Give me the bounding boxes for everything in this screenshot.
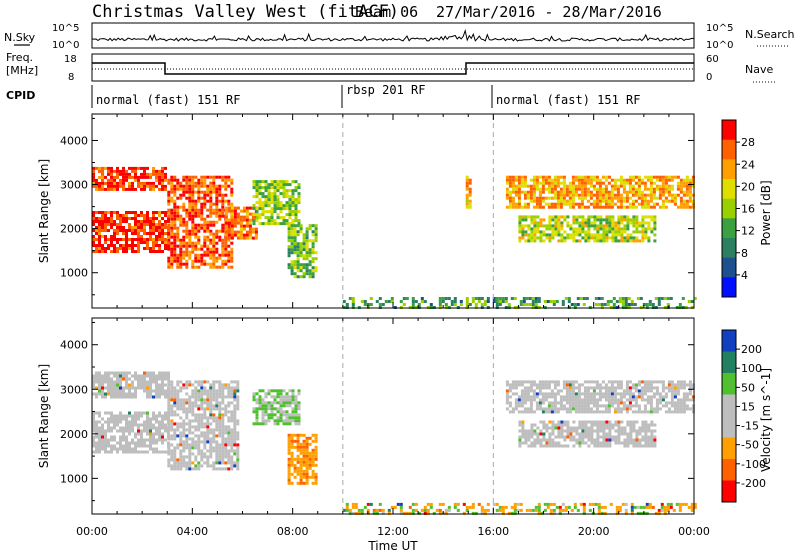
nave-tick-top: 60: [706, 54, 719, 65]
velocity-ytick-label-4000: 4000: [60, 339, 88, 352]
power-ytick-label-3000: 3000: [60, 179, 88, 192]
velocity-colorbar-band-2: [722, 351, 736, 374]
velocity-region-6: [505, 380, 695, 414]
power-colorbar-label: Power [dB]: [759, 180, 773, 245]
power-colorbar-band-6: [722, 218, 736, 239]
power-region-6: [287, 224, 318, 279]
date-range: 27/Mar/2016 - 28/Mar/2016: [436, 3, 662, 21]
velocity-ytick-label-2000: 2000: [60, 428, 88, 441]
velocity-colorbar-band-8: [722, 480, 736, 503]
power-region-8: [505, 175, 695, 209]
power-colorbar-label-2: 24: [741, 158, 755, 171]
velocity-region-1: [92, 371, 170, 399]
velocity-colorbar-band-7: [722, 459, 736, 481]
power-region-4: [224, 206, 258, 240]
power-colorbar-label-6: 8: [741, 247, 748, 260]
velocity-colorbar-label-7: -100: [741, 458, 766, 471]
power-colorbar-band-1: [722, 120, 736, 141]
plot-title: Christmas Valley West (fitACF): [92, 2, 399, 22]
nave-tick-bottom: 0: [706, 72, 712, 83]
power-ytick-label-4000: 4000: [60, 134, 88, 147]
freq-frame: [91, 53, 695, 82]
velocity-panel-frame: [91, 317, 695, 515]
velocity-region-2: [92, 411, 170, 454]
velocity-colorbar-label-6: -50: [741, 439, 759, 452]
velocity-colorbar-frame: [721, 329, 737, 503]
xtick-label-5: 20:00: [578, 525, 610, 538]
xtick-label-0: 00:00: [76, 525, 108, 538]
power-colorbar-label-4: 16: [741, 203, 755, 216]
velocity-region-5: [287, 433, 318, 485]
power-colorbar-label-1: 28: [741, 136, 755, 149]
freq-label: Freq.: [6, 51, 33, 64]
velocity-ytick-label-1000: 1000: [60, 472, 88, 485]
freq-tick-bottom: 8: [68, 72, 74, 83]
velocity-colorbar-band-3: [722, 373, 736, 395]
power-colorbar-band-7: [722, 238, 736, 259]
velocity-colorbar-label-4: 15: [741, 400, 755, 413]
velocity-colorbar-label-3: 50: [741, 381, 755, 394]
xtick-label-1: 04:00: [176, 525, 208, 538]
xtick-label-3: 12:00: [377, 525, 409, 538]
velocity-colorbar-label-1: 200: [741, 343, 762, 356]
nsky-frame: [91, 22, 695, 49]
velocity-colorbar-label-8: -200: [741, 477, 766, 490]
power-ytick-label-2000: 2000: [60, 223, 88, 236]
freq-unit: [MHz]: [6, 64, 38, 77]
velocity-heatmap: [92, 371, 697, 515]
velocity-colorbar-band-5: [722, 416, 736, 438]
nsky-label: N.Sky: [4, 31, 36, 44]
power-colorbar-band-3: [722, 159, 736, 180]
power-colorbar-band-2: [722, 139, 736, 160]
power-colorbar-label-7: 4: [741, 269, 748, 282]
velocity-region-8: [342, 502, 697, 515]
xtick-label-4: 16:00: [477, 525, 509, 538]
velocity-colorbar-band-6: [722, 437, 736, 460]
cpid-label: CPID: [6, 89, 35, 102]
power-ytick-label-1000: 1000: [60, 267, 88, 280]
power-heatmap: [92, 166, 697, 309]
nsky-tick-bottom: 10^0: [52, 40, 79, 51]
power-colorbar-band-5: [722, 198, 736, 219]
power-colorbar-band-9: [722, 277, 736, 298]
power-region-2: [92, 211, 170, 253]
nave-label: Nave: [745, 63, 773, 76]
cpid-segment-1: normal (fast) 151 RF: [96, 93, 241, 107]
freq-tick-top: 18: [64, 54, 77, 65]
velocity-colorbar-label: Velocity [m s^-1]: [759, 368, 773, 472]
cpid-segment-2: rbsp 201 RF: [346, 83, 425, 97]
velocity-colorbar-band-4: [722, 394, 736, 417]
velocity-colorbar-label-5: -15: [741, 420, 759, 433]
cpid-segment-3: normal (fast) 151 RF: [496, 93, 641, 107]
velocity-colorbar-label-2: 100: [741, 362, 762, 375]
velocity-region-3: [167, 380, 240, 471]
power-region-9: [518, 215, 657, 243]
nsky-trace: [91, 28, 695, 42]
nsearch-label: N.Search: [745, 28, 795, 41]
power-region-5: [252, 180, 301, 226]
x-axis-label: Time UT: [367, 539, 418, 553]
freq-trace: [92, 62, 694, 75]
power-colorbar-band-4: [722, 179, 736, 200]
nsearch-tick-bottom: 10^0: [706, 40, 733, 51]
nsearch-tick-top: 10^5: [706, 23, 733, 34]
power-region-3: [167, 175, 234, 269]
power-colorbar-band-8: [722, 257, 736, 278]
xtick-label-6: 00:00: [678, 525, 710, 538]
velocity-region-4: [252, 389, 301, 426]
velocity-colorbar-band-1: [722, 330, 736, 352]
power-colorbar-label-3: 20: [741, 180, 755, 193]
beam-label: Beam 06: [355, 3, 418, 21]
power-region-7: [465, 175, 472, 209]
velocity-region-7: [518, 420, 657, 448]
power-ylabel: Slant Range [km]: [37, 159, 51, 263]
power-region-1: [92, 166, 167, 191]
power-colorbar-label-5: 12: [741, 225, 755, 238]
nsky-tick-top: 10^5: [52, 23, 79, 34]
velocity-ytick-label-3000: 3000: [60, 383, 88, 396]
velocity-ylabel: Slant Range [km]: [37, 364, 51, 468]
xtick-label-2: 08:00: [277, 525, 309, 538]
